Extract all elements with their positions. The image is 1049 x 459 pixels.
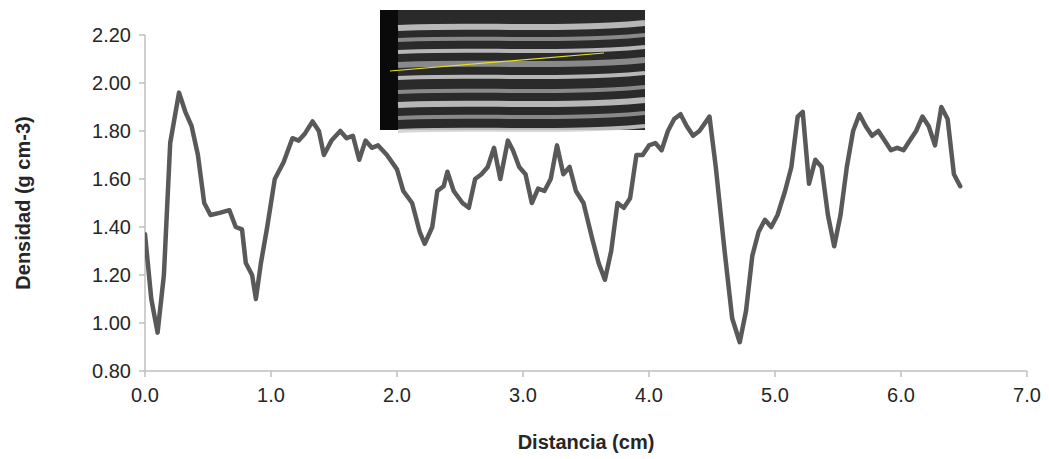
chart: 0.80 1.00 1.20 1.40 1.60 1.80 2.00 2.20 0.0 1.0 2.… bbox=[0, 0, 1049, 459]
x-tick-label: 2.0 bbox=[383, 384, 411, 406]
x-tick bbox=[396, 371, 398, 377]
y-tick-label: 2.00 bbox=[92, 72, 131, 94]
x-tick bbox=[144, 371, 146, 377]
y-tick-label: 1.00 bbox=[92, 312, 131, 334]
y-tick bbox=[139, 82, 145, 84]
x-tick bbox=[900, 371, 902, 377]
y-tick-label: 1.20 bbox=[92, 264, 131, 286]
x-tick bbox=[270, 371, 272, 377]
y-axis-line bbox=[144, 35, 146, 371]
x-tick bbox=[648, 371, 650, 377]
x-tick bbox=[1026, 371, 1028, 377]
x-tick-label: 7.0 bbox=[1013, 384, 1041, 406]
y-tick-label: 2.20 bbox=[92, 24, 131, 46]
x-tick-label: 5.0 bbox=[761, 384, 789, 406]
inset-image bbox=[380, 10, 645, 131]
y-tick-label: 1.80 bbox=[92, 120, 131, 142]
y-tick bbox=[139, 274, 145, 276]
y-tick bbox=[139, 226, 145, 228]
x-tick-label: 3.0 bbox=[509, 384, 537, 406]
y-tick bbox=[139, 130, 145, 132]
x-tick-label: 0.0 bbox=[131, 384, 159, 406]
x-tick bbox=[774, 371, 776, 377]
plot-area bbox=[145, 93, 960, 343]
x-tick-label: 4.0 bbox=[635, 384, 663, 406]
density-line bbox=[145, 93, 960, 343]
y-axis-title: Densidad (g cm-3) bbox=[12, 116, 34, 289]
y-tick bbox=[139, 178, 145, 180]
x-tick bbox=[522, 371, 524, 377]
y-tick bbox=[139, 322, 145, 324]
x-axis-title: Distancia (cm) bbox=[518, 431, 655, 453]
y-tick-label: 0.80 bbox=[92, 360, 131, 382]
x-tick-label: 6.0 bbox=[887, 384, 915, 406]
x-tick-label: 1.0 bbox=[257, 384, 285, 406]
y-tick-label: 1.60 bbox=[92, 168, 131, 190]
y-tick-label: 1.40 bbox=[92, 216, 131, 238]
y-tick bbox=[139, 370, 145, 372]
y-tick bbox=[139, 34, 145, 36]
x-axis-line bbox=[145, 370, 1027, 372]
